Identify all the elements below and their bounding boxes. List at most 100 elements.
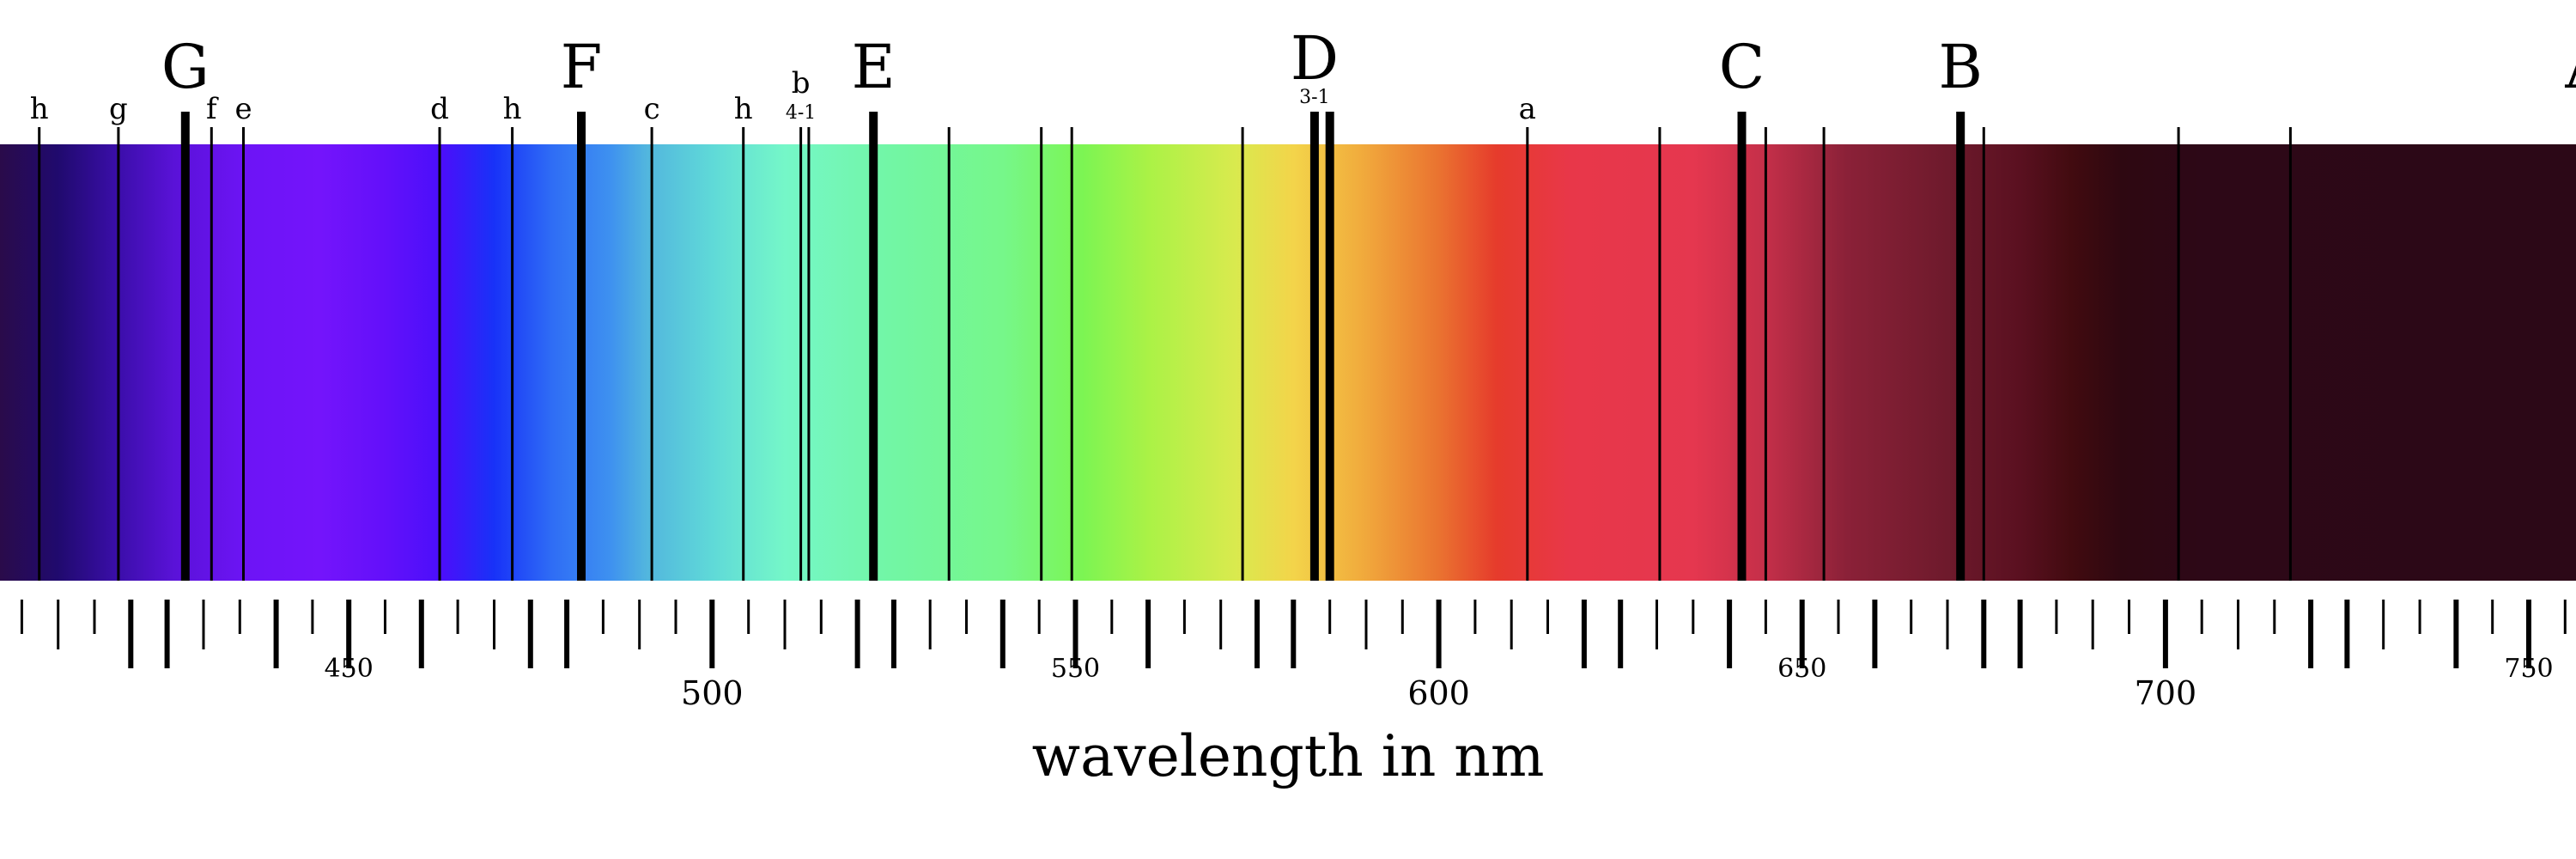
line-label-h: h	[734, 92, 753, 126]
axis-tick	[128, 600, 134, 668]
line-sublabel: 4-1	[786, 102, 816, 124]
line-label-B: B	[1938, 32, 1982, 102]
line-label-c: c	[644, 92, 660, 126]
line-sublabel: 3-1	[1299, 87, 1329, 108]
wavelength-axis-ticks	[20, 600, 2567, 668]
axis-tick	[2382, 600, 2385, 649]
axis-tick	[2237, 600, 2239, 649]
axis-tick	[1546, 600, 1549, 634]
axis-tick	[709, 600, 715, 668]
axis-tick-label-750: 750	[2504, 654, 2553, 684]
axis-tick	[999, 600, 1005, 668]
axis-tick	[819, 600, 823, 634]
absorption-line	[1982, 127, 1985, 581]
axis-tick	[1581, 600, 1587, 668]
line-label-D: D	[1291, 23, 1339, 94]
line-label-d: d	[430, 92, 449, 126]
line-label-C: C	[1719, 32, 1765, 102]
absorption-line-h	[742, 127, 745, 581]
axis-tick	[1145, 600, 1151, 668]
line-label-e: e	[234, 92, 252, 126]
axis-tick	[1510, 600, 1513, 649]
absorption-line-b	[799, 127, 803, 581]
absorption-line	[1658, 127, 1662, 581]
wavelength-axis-tick-labels: 450 500 550 600 650 700 750	[325, 654, 2554, 712]
axis-tick	[1364, 600, 1368, 649]
absorption-line-c	[650, 127, 653, 581]
axis-tick	[2491, 600, 2494, 634]
axis-tick	[1072, 600, 1078, 668]
axis-tick	[1656, 600, 1658, 649]
axis-tick	[1255, 600, 1260, 668]
axis-tick	[1910, 600, 1913, 634]
absorption-line-g	[117, 127, 120, 581]
line-label-h: h	[30, 92, 49, 126]
axis-tick	[384, 600, 386, 634]
axis-tick	[202, 600, 205, 649]
axis-tick	[890, 600, 896, 668]
axis-tick	[273, 600, 279, 668]
line-label-h: h	[503, 92, 522, 126]
absorption-line	[1040, 127, 1043, 581]
axis-tick-label-600: 600	[1407, 674, 1470, 712]
axis-tick	[20, 600, 23, 634]
absorption-line-D	[1309, 112, 1319, 581]
axis-tick	[1872, 600, 1878, 668]
axis-tick	[564, 600, 570, 668]
axis-tick	[1764, 600, 1767, 634]
line-label-f: f	[206, 92, 219, 126]
axis-tick	[1981, 600, 1987, 668]
axis-tick	[1618, 600, 1624, 668]
axis-tick	[1473, 600, 1477, 634]
absorption-lines	[38, 112, 2292, 581]
axis-tick-label-650: 650	[1777, 654, 1826, 684]
axis-tick	[965, 600, 968, 634]
absorption-line-F	[577, 112, 586, 581]
axis-tick-label-450: 450	[325, 654, 374, 684]
axis-tick	[346, 600, 352, 668]
absorption-line-E	[869, 112, 878, 581]
absorption-line	[1325, 112, 1334, 581]
axis-tick	[1037, 600, 1041, 634]
axis-tick	[1727, 600, 1733, 668]
absorption-line-e	[242, 127, 245, 581]
axis-tick	[93, 600, 96, 634]
absorption-line-G	[180, 112, 190, 581]
axis-tick	[2017, 600, 2023, 668]
axis-tick	[928, 600, 932, 649]
axis-tick	[1837, 600, 1840, 634]
absorption-line-f	[210, 127, 213, 581]
absorption-line	[2288, 127, 2292, 581]
axis-tick	[1799, 600, 1805, 668]
absorption-line-C	[1737, 112, 1747, 581]
line-label-F: F	[561, 32, 603, 102]
axis-tick	[1110, 600, 1114, 634]
line-label-G: G	[161, 32, 210, 102]
axis-tick	[1436, 600, 1442, 668]
absorption-line	[1070, 127, 1073, 581]
axis-tick	[1328, 600, 1332, 634]
axis-tick	[638, 600, 641, 649]
axis-tick	[164, 600, 170, 668]
axis-tick	[1400, 600, 1404, 634]
line-label-b: b	[792, 66, 811, 101]
axis-tick	[2563, 600, 2567, 634]
axis-tick	[57, 600, 60, 649]
absorption-line-d	[438, 127, 441, 581]
absorption-line	[947, 127, 951, 581]
axis-tick	[418, 600, 424, 668]
visible-spectrum-band	[0, 144, 2576, 581]
axis-tick	[2418, 600, 2421, 634]
axis-tick	[1291, 600, 1297, 668]
axis-tick	[2091, 600, 2094, 649]
axis-tick	[2273, 600, 2276, 634]
axis-tick	[1946, 600, 1949, 649]
absorption-line-h	[38, 127, 41, 581]
axis-tick-label-500: 500	[681, 674, 744, 712]
axis-tick	[674, 600, 677, 634]
absorption-line	[1822, 127, 1826, 581]
axis-tick	[854, 600, 860, 668]
axis-tick	[527, 600, 533, 668]
